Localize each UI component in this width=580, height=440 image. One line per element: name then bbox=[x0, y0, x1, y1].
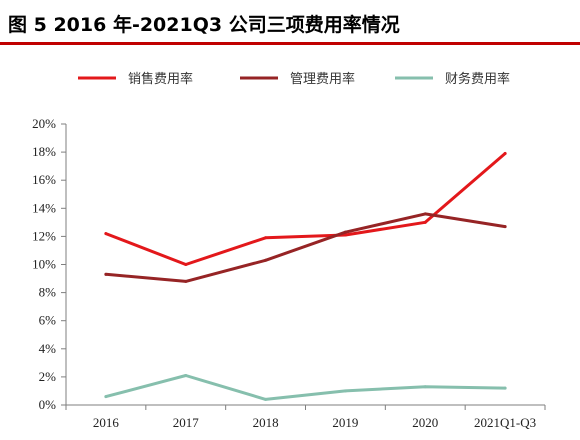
series-line-0 bbox=[104, 152, 507, 266]
series-line-2 bbox=[104, 374, 507, 401]
legend-label-1: 管理费用率 bbox=[290, 71, 355, 87]
data-point-s0-1 bbox=[184, 263, 188, 266]
data-point-s1-2 bbox=[264, 258, 268, 262]
y-tick-label: 0% bbox=[39, 397, 57, 412]
data-point-s2-1 bbox=[184, 373, 188, 377]
y-tick-label: 10% bbox=[32, 257, 56, 272]
data-point-s0-0 bbox=[104, 232, 108, 236]
x-tick-label: 2020 bbox=[412, 415, 438, 430]
y-tick-label: 12% bbox=[32, 228, 56, 243]
series-line-1 bbox=[104, 212, 507, 283]
data-point-s2-3 bbox=[343, 389, 347, 393]
legend-label-2: 财务费用率 bbox=[445, 71, 510, 87]
data-point-s2-4 bbox=[423, 385, 427, 389]
y-tick-label: 4% bbox=[39, 341, 57, 356]
x-tick-label: 2019 bbox=[332, 415, 358, 430]
y-tick-label: 16% bbox=[32, 172, 56, 187]
figure-title: 图 5 2016 年-2021Q3 公司三项费用率情况 bbox=[8, 14, 400, 36]
data-point-s1-3 bbox=[343, 230, 347, 234]
x-tick-label: 2018 bbox=[253, 415, 279, 430]
data-point-s0-4 bbox=[423, 220, 427, 224]
data-point-s0-5 bbox=[503, 152, 507, 156]
y-tick-label: 8% bbox=[39, 285, 57, 300]
data-point-s1-5 bbox=[503, 225, 507, 229]
data-point-s0-3 bbox=[343, 233, 347, 237]
chart-axes: 0% 2% 4% 6% 8% 10% 12% 14% 16% 18% 20% 2016 2017 2018… bbox=[32, 116, 546, 430]
data-point-s1-1 bbox=[184, 279, 188, 283]
data-point-s1-0 bbox=[104, 272, 108, 276]
x-tick-label: 2017 bbox=[173, 415, 200, 430]
legend-label-0: 销售费用率 bbox=[128, 71, 193, 87]
chart-series bbox=[104, 152, 507, 401]
title-divider bbox=[0, 42, 580, 45]
y-tick-label: 6% bbox=[39, 313, 57, 328]
x-tick-label: 2016 bbox=[93, 415, 120, 430]
x-tick-label: 2021Q1-Q3 bbox=[474, 415, 536, 430]
data-point-s2-0 bbox=[104, 395, 108, 399]
chart-legend: 销售费用率 管理费用率 财务费用率 bbox=[78, 71, 510, 87]
data-point-s0-2 bbox=[264, 236, 268, 240]
y-tick-label: 14% bbox=[32, 200, 56, 215]
data-point-s2-5 bbox=[503, 386, 507, 390]
y-tick-label: 18% bbox=[32, 144, 56, 159]
data-point-s1-4 bbox=[423, 212, 427, 216]
y-tick-label: 2% bbox=[39, 369, 57, 384]
data-point-s2-2 bbox=[264, 397, 268, 401]
y-tick-label: 20% bbox=[32, 116, 56, 131]
